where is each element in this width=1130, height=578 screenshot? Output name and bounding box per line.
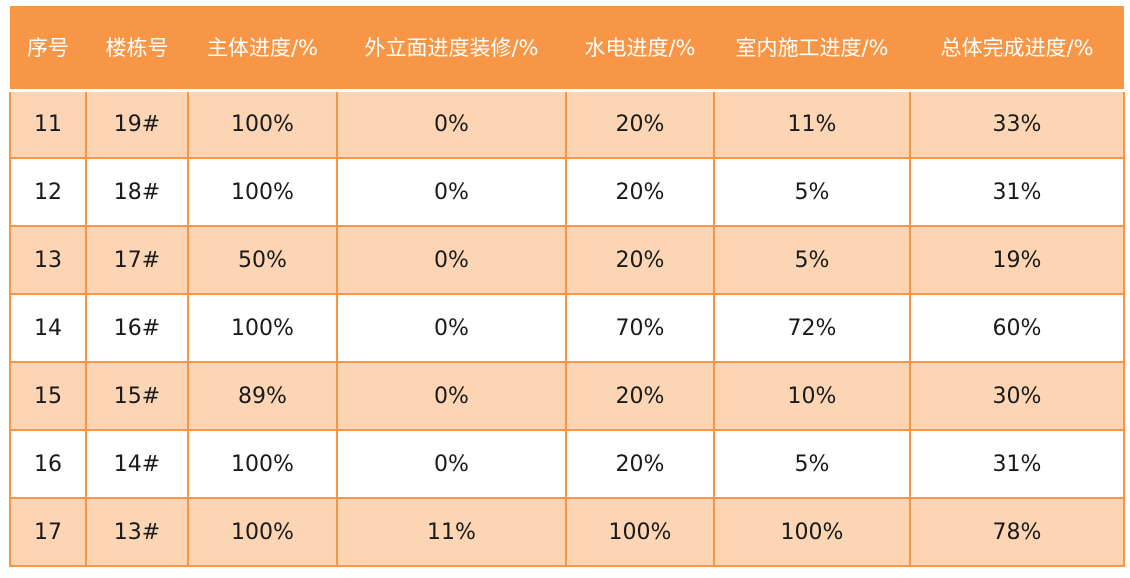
cell-structure-progress: 100% <box>187 429 338 499</box>
cell-plumbing-electrical-progress: 20% <box>565 225 715 295</box>
cell-interior-progress: 100% <box>713 497 911 567</box>
table-row: 12 18# 100% 0% 20% 5% 31% <box>9 157 1125 227</box>
table-row: 11 19# 100% 0% 20% 11% 33% <box>9 89 1125 159</box>
cell-serial-number: 12 <box>9 157 87 227</box>
cell-plumbing-electrical-progress: 20% <box>565 157 715 227</box>
cell-facade-progress: 0% <box>336 89 567 159</box>
cell-structure-progress: 100% <box>187 293 338 363</box>
table-header-row: 序号 楼栋号 主体进度/% 外立面进度装修/% 水电进度/% 室内施工进度/% … <box>10 6 1124 92</box>
cell-overall-progress: 78% <box>909 497 1125 567</box>
cell-overall-progress: 33% <box>909 89 1125 159</box>
progress-table: 序号 楼栋号 主体进度/% 外立面进度装修/% 水电进度/% 室内施工进度/% … <box>9 6 1125 567</box>
cell-facade-progress: 0% <box>336 429 567 499</box>
header-structure-progress: 主体进度/% <box>188 6 337 92</box>
table-row: 16 14# 100% 0% 20% 5% 31% <box>9 429 1125 499</box>
cell-plumbing-electrical-progress: 70% <box>565 293 715 363</box>
cell-building-number: 19# <box>85 89 189 159</box>
cell-serial-number: 16 <box>9 429 87 499</box>
cell-structure-progress: 89% <box>187 361 338 431</box>
header-interior-progress: 室内施工进度/% <box>714 6 910 92</box>
cell-building-number: 16# <box>85 293 189 363</box>
cell-building-number: 15# <box>85 361 189 431</box>
cell-building-number: 18# <box>85 157 189 227</box>
cell-overall-progress: 30% <box>909 361 1125 431</box>
cell-serial-number: 13 <box>9 225 87 295</box>
header-facade-progress: 外立面进度装修/% <box>337 6 566 92</box>
progress-table-container: 序号 楼栋号 主体进度/% 外立面进度装修/% 水电进度/% 室内施工进度/% … <box>9 6 1125 567</box>
cell-building-number: 17# <box>85 225 189 295</box>
cell-interior-progress: 72% <box>713 293 911 363</box>
cell-structure-progress: 100% <box>187 497 338 567</box>
cell-facade-progress: 11% <box>336 497 567 567</box>
cell-structure-progress: 50% <box>187 225 338 295</box>
header-building-number: 楼栋号 <box>86 6 188 92</box>
cell-building-number: 14# <box>85 429 189 499</box>
header-serial-number: 序号 <box>10 6 86 92</box>
cell-plumbing-electrical-progress: 20% <box>565 361 715 431</box>
cell-overall-progress: 31% <box>909 157 1125 227</box>
cell-serial-number: 15 <box>9 361 87 431</box>
cell-facade-progress: 0% <box>336 293 567 363</box>
table-body: 11 19# 100% 0% 20% 11% 33% 12 18# 100% 0… <box>9 89 1125 567</box>
cell-interior-progress: 10% <box>713 361 911 431</box>
cell-plumbing-electrical-progress: 20% <box>565 89 715 159</box>
cell-structure-progress: 100% <box>187 157 338 227</box>
cell-plumbing-electrical-progress: 100% <box>565 497 715 567</box>
cell-overall-progress: 31% <box>909 429 1125 499</box>
cell-plumbing-electrical-progress: 20% <box>565 429 715 499</box>
cell-interior-progress: 5% <box>713 157 911 227</box>
table-row: 15 15# 89% 0% 20% 10% 30% <box>9 361 1125 431</box>
cell-serial-number: 17 <box>9 497 87 567</box>
table-row: 14 16# 100% 0% 70% 72% 60% <box>9 293 1125 363</box>
cell-facade-progress: 0% <box>336 361 567 431</box>
cell-building-number: 13# <box>85 497 189 567</box>
header-overall-progress: 总体完成进度/% <box>910 6 1124 92</box>
cell-serial-number: 14 <box>9 293 87 363</box>
cell-interior-progress: 5% <box>713 429 911 499</box>
cell-overall-progress: 19% <box>909 225 1125 295</box>
table-row: 17 13# 100% 11% 100% 100% 78% <box>9 497 1125 567</box>
cell-serial-number: 11 <box>9 89 87 159</box>
table-row: 13 17# 50% 0% 20% 5% 19% <box>9 225 1125 295</box>
cell-facade-progress: 0% <box>336 225 567 295</box>
cell-interior-progress: 5% <box>713 225 911 295</box>
cell-structure-progress: 100% <box>187 89 338 159</box>
cell-interior-progress: 11% <box>713 89 911 159</box>
header-plumbing-electrical-progress: 水电进度/% <box>566 6 714 92</box>
cell-overall-progress: 60% <box>909 293 1125 363</box>
cell-facade-progress: 0% <box>336 157 567 227</box>
